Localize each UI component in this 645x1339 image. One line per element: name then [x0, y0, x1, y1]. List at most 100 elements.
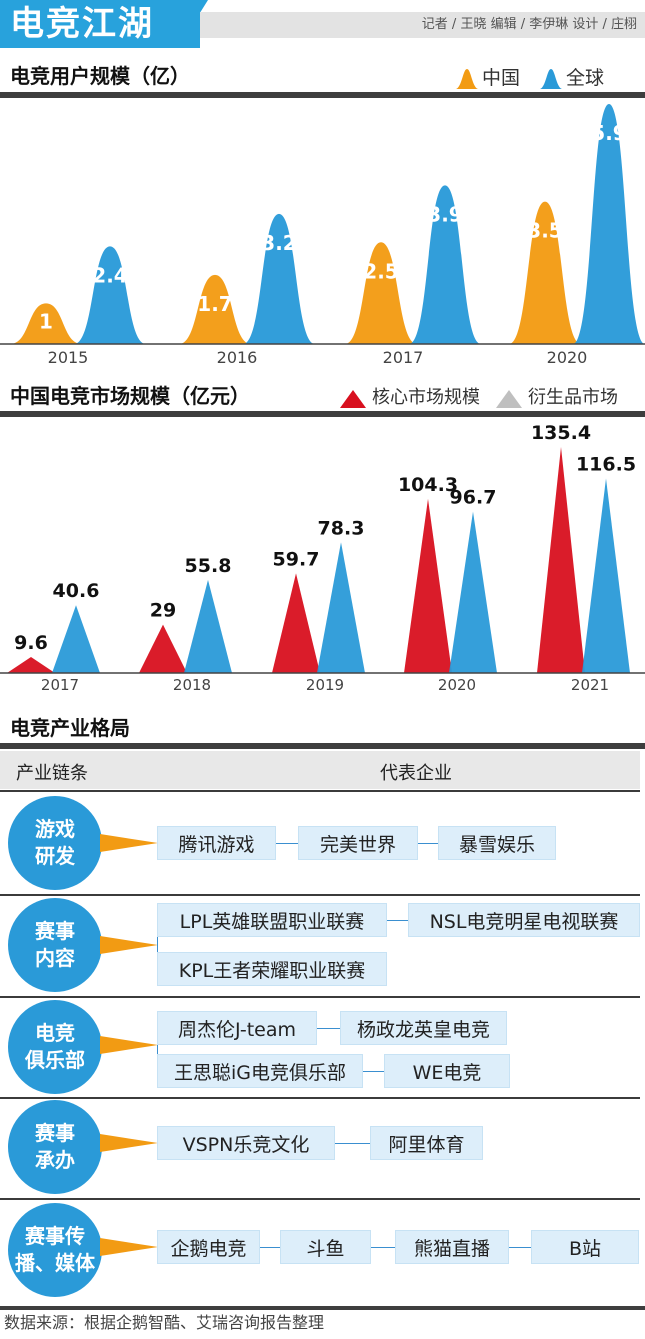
company-box: 暴雪娱乐	[438, 826, 556, 860]
arrow-icon	[100, 1036, 158, 1054]
company-box: B站	[531, 1230, 639, 1264]
company-box: VSPN乐竞文化	[157, 1126, 335, 1160]
bar-china-2017	[345, 242, 417, 344]
legend-swatch-china	[456, 69, 478, 89]
bar-core-2021	[537, 447, 585, 673]
bar-derivative-2020	[449, 511, 497, 673]
value-label-china-2017: 2.5	[363, 259, 398, 283]
data-source: 数据来源：根据企鹅智酷、艾瑞咨询报告整理	[4, 1313, 325, 1332]
bar-china-2015	[10, 303, 82, 344]
bar-core-2018	[139, 624, 187, 673]
x-tick-2017: 2017	[41, 676, 79, 694]
chain-circle-club: 电竞 俱乐部	[8, 1000, 102, 1094]
credit-bar	[200, 12, 645, 38]
company-box: KPL王者荣耀职业联赛	[157, 952, 387, 986]
value-label-derivative-2018: 55.8	[185, 555, 232, 577]
connector-line	[387, 920, 408, 921]
connector-line	[157, 1028, 158, 1072]
bar-derivative-2019	[317, 542, 365, 673]
chart2-title: 中国电竞市场规模（亿元）	[10, 384, 250, 408]
chart2-legend: 核心市场规模 衍生品市场	[340, 386, 618, 410]
chain-circle-event-host: 赛事 承办	[8, 1100, 102, 1194]
value-label-global-2017: 3.9	[427, 202, 462, 226]
company-box: 王思聪iG电竞俱乐部	[157, 1054, 363, 1088]
legend-label-core: 核心市场规模	[372, 387, 480, 408]
industry-title: 电竞产业格局	[10, 716, 130, 740]
row-divider	[0, 1198, 640, 1200]
legend-swatch-core	[340, 390, 366, 408]
connector-line	[260, 1247, 280, 1248]
footer-rule	[0, 1306, 645, 1310]
company-box: 杨政龙英皇电竞	[340, 1011, 507, 1045]
chain-circle-game-dev: 游戏 研发	[8, 796, 102, 890]
x-tick-2020: 2020	[547, 348, 588, 367]
value-label-china-2016: 1.7	[197, 292, 232, 316]
company-box: 阿里体育	[370, 1126, 483, 1160]
value-label-derivative-2020: 96.7	[450, 487, 497, 509]
value-label-china-2015: 1	[39, 310, 53, 334]
market-scale-chart: 9.6 40.6 2017 29 55.8 2018 59.7 78.3 2019 104.396…	[0, 422, 645, 694]
chart2-top-rule	[0, 411, 645, 417]
bar-derivative-2018	[184, 579, 232, 673]
bar-core-2020	[404, 498, 452, 673]
bar-derivative-2021	[582, 478, 630, 673]
value-label-derivative-2021: 116.5	[576, 454, 636, 476]
chart1-top-rule	[0, 92, 645, 98]
arrow-icon	[100, 1134, 158, 1152]
credits: 记者 / 王晓 编辑 / 李伊琳 设计 / 庄栩	[421, 17, 637, 32]
value-label-derivative-2019: 78.3	[318, 517, 365, 539]
connector-line	[317, 1028, 340, 1029]
legend-label-global: 全球	[566, 67, 605, 89]
value-label-china-2020: 3.5	[527, 219, 562, 243]
connector-line	[509, 1247, 531, 1248]
chain-circle-broadcast-media: 赛事传 播、媒体	[8, 1203, 102, 1297]
bar-china-2016	[179, 274, 251, 344]
col-chain: 产业链条	[16, 763, 88, 784]
value-label-core-2021: 135.4	[531, 422, 591, 444]
bar-global-2016	[243, 213, 315, 344]
bar-china-2020	[509, 201, 581, 344]
row-divider	[0, 894, 640, 896]
arrow-icon	[100, 834, 158, 852]
x-tick-2016: 2016	[217, 348, 258, 367]
x-tick-2019: 2019	[306, 676, 344, 694]
x-tick-2015: 2015	[48, 348, 89, 367]
industry-header: 产业链条 代表企业	[0, 751, 640, 789]
bar-global-2020	[573, 104, 645, 344]
arrow-icon	[100, 936, 158, 954]
company-box: 企鹅电竞	[157, 1230, 260, 1264]
company-box: 周杰伦J-team	[157, 1011, 317, 1045]
company-box: 完美世界	[298, 826, 418, 860]
connector-line	[335, 1143, 370, 1144]
connector-line	[363, 1071, 384, 1072]
connector-line	[371, 1247, 395, 1248]
x-tick-2020: 2020	[438, 676, 476, 694]
x-tick-2018: 2018	[173, 676, 211, 694]
value-label-core-2017: 9.6	[14, 632, 48, 654]
connector-line	[276, 843, 298, 844]
legend-label-derivative: 衍生品市场	[528, 387, 618, 408]
company-box: 熊猫直播	[395, 1230, 509, 1264]
value-label-global-2016: 3.2	[261, 231, 296, 255]
bar-derivative-2017	[52, 605, 100, 673]
company-box: 腾讯游戏	[157, 826, 276, 860]
row-divider	[0, 1097, 640, 1099]
row-divider	[0, 996, 640, 998]
value-label-global-2020: 5.9	[591, 121, 626, 145]
company-box: WE电竞	[384, 1054, 510, 1088]
value-label-core-2019: 59.7	[273, 548, 320, 570]
industry-top-rule	[0, 743, 645, 749]
arrow-icon	[100, 1238, 158, 1256]
bar-core-2019	[272, 573, 320, 673]
connector-line	[418, 843, 438, 844]
value-label-derivative-2017: 40.6	[53, 580, 100, 602]
bar-global-2015	[74, 246, 146, 344]
chain-circle-event-content: 赛事 内容	[8, 898, 102, 992]
company-box: 斗鱼	[280, 1230, 371, 1264]
value-label-core-2018: 29	[150, 600, 176, 622]
legend-swatch-derivative	[496, 390, 522, 408]
legend-swatch-global	[540, 69, 563, 89]
x-tick-2017: 2017	[383, 348, 424, 367]
connector-line	[157, 921, 158, 969]
user-scale-chart: 1 2.4 2015 1.7 3.2 2016 2.5 3.9 2017 3.5 5.9 2020	[0, 104, 645, 367]
